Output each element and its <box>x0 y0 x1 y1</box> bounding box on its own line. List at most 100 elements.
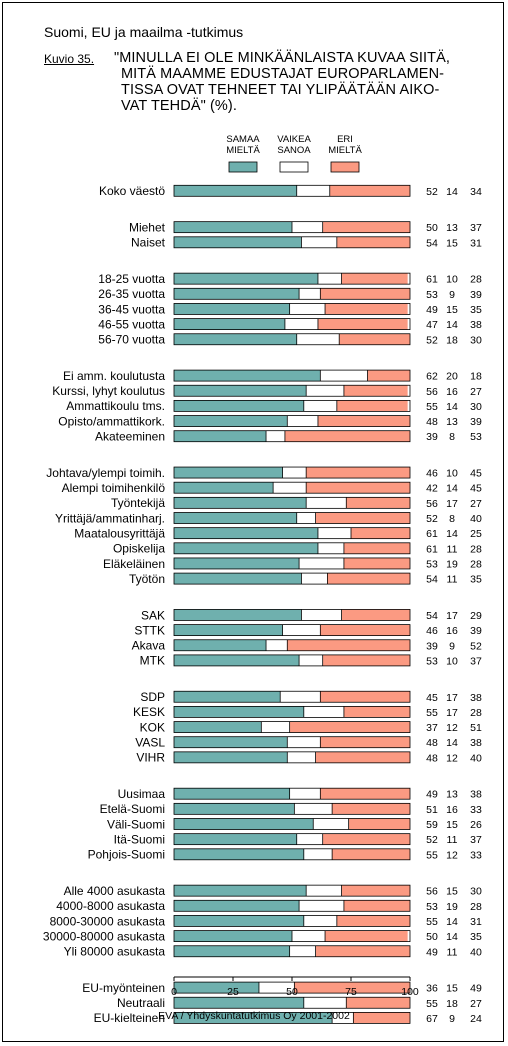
data-label-disagree: 45 <box>470 483 482 495</box>
data-label-agree: 55 <box>426 849 438 861</box>
legend-swatch-disagree <box>330 161 360 173</box>
bar-segment-neutral <box>282 624 321 636</box>
data-label-disagree: 28 <box>470 901 482 913</box>
bar-segment-disagree <box>343 542 410 554</box>
bar-segment-disagree <box>336 915 410 927</box>
data-label-neutral: 14 <box>446 528 458 540</box>
bar-segment-agree <box>174 691 281 703</box>
data-label-neutral: 16 <box>446 804 458 816</box>
bar-segment-agree <box>174 527 318 539</box>
data-label-neutral: 14 <box>446 931 458 943</box>
data-label-agree: 46 <box>426 625 438 637</box>
bar-segment-disagree <box>320 736 410 748</box>
bar-segment-agree <box>174 1012 333 1024</box>
bar-outline <box>173 884 411 897</box>
bar-outline <box>173 542 411 555</box>
legend-swatch-agree <box>228 161 258 173</box>
bar-segment-agree <box>174 542 318 554</box>
data-label-neutral: 17 <box>446 498 458 510</box>
data-label-agree: 39 <box>426 640 438 652</box>
data-label-agree: 45 <box>426 692 438 704</box>
bar-segment-neutral <box>280 691 321 703</box>
bar-segment-neutral <box>299 654 323 666</box>
bar-segment-neutral <box>306 497 347 509</box>
data-label-agree: 51 <box>426 804 438 816</box>
data-label-neutral: 10 <box>446 274 458 286</box>
bar-segment-disagree <box>351 527 410 539</box>
bar-segment-neutral <box>317 527 351 539</box>
data-label-agree: 67 <box>426 1013 438 1025</box>
data-label-neutral: 15 <box>446 886 458 898</box>
data-label-agree: 50 <box>426 222 438 234</box>
data-label-disagree: 35 <box>470 304 482 316</box>
category-label: KOK <box>140 720 165 734</box>
data-label-neutral: 13 <box>446 789 458 801</box>
data-label-neutral: 17 <box>446 707 458 719</box>
data-label-agree: 53 <box>426 558 438 570</box>
data-label-agree: 55 <box>426 998 438 1010</box>
bar-segment-neutral <box>301 573 328 585</box>
bar-segment-agree <box>174 467 283 479</box>
x-tick-label: 50 <box>286 986 298 998</box>
bar-segment-neutral <box>296 512 316 524</box>
bar-segment-agree <box>174 400 304 412</box>
category-label: Työtön <box>129 572 165 586</box>
bar-segment-neutral <box>273 482 307 494</box>
category-label: 8000-30000 asukasta <box>50 914 166 928</box>
bar-segment-agree <box>174 236 302 248</box>
bar-segment-neutral <box>282 467 307 479</box>
data-label-disagree: 39 <box>470 625 482 637</box>
x-tick-label: 75 <box>345 986 357 998</box>
data-label-agree: 48 <box>426 752 438 764</box>
bar-outline <box>173 303 411 315</box>
data-label-neutral: 18 <box>446 334 458 346</box>
bar-segment-agree <box>174 624 283 636</box>
legend-label-agree-1: SAMAA <box>226 134 260 145</box>
legend-swatch-neutral <box>279 161 309 173</box>
category-label: Opisto/ammattikork. <box>58 414 165 428</box>
category-label: Väli-Suomi <box>107 817 165 831</box>
bar-segment-agree <box>174 318 285 330</box>
bar-segment-disagree <box>320 288 410 300</box>
bar-outline <box>173 802 411 815</box>
data-label-agree: 52 <box>426 513 438 525</box>
data-label-disagree: 28 <box>470 274 482 286</box>
bar-segment-agree <box>174 900 300 912</box>
x-tick-label: 100 <box>401 986 419 998</box>
category-label: Akava <box>132 639 166 653</box>
data-label-neutral: 14 <box>446 401 458 413</box>
data-label-disagree: 18 <box>470 371 482 383</box>
bar-segment-neutral <box>266 430 285 442</box>
bar-segment-disagree <box>343 385 408 397</box>
category-label: EU-kielteinen <box>94 1011 165 1025</box>
bar-outline <box>173 466 411 479</box>
bar-segment-disagree <box>306 482 410 494</box>
data-label-disagree: 28 <box>470 707 482 719</box>
data-label-agree: 61 <box>426 274 438 286</box>
bar-outline <box>173 609 411 621</box>
data-label-agree: 48 <box>426 416 438 428</box>
bar-outline <box>173 287 411 300</box>
bar-segment-neutral <box>266 639 288 651</box>
x-tick-label: 25 <box>227 986 239 998</box>
bar-outline <box>173 415 411 427</box>
bar-segment-agree <box>174 736 288 748</box>
bar-segment-disagree <box>325 303 408 315</box>
bar-outline <box>173 399 411 412</box>
data-label-disagree: 38 <box>470 692 482 704</box>
bar-segment-agree <box>174 818 314 830</box>
bar-segment-neutral <box>299 557 344 569</box>
bar-segment-neutral <box>287 415 318 427</box>
data-label-agree: 56 <box>426 886 438 898</box>
bar-segment-neutral <box>313 818 349 830</box>
bar-segment-disagree <box>287 639 410 651</box>
data-label-disagree: 27 <box>470 998 482 1010</box>
bar-segment-neutral <box>306 885 342 897</box>
data-label-disagree: 40 <box>470 946 482 958</box>
bar-segment-neutral <box>289 788 321 800</box>
data-label-disagree: 35 <box>470 574 482 586</box>
data-label-agree: 47 <box>426 319 438 331</box>
data-label-agree: 53 <box>426 901 438 913</box>
